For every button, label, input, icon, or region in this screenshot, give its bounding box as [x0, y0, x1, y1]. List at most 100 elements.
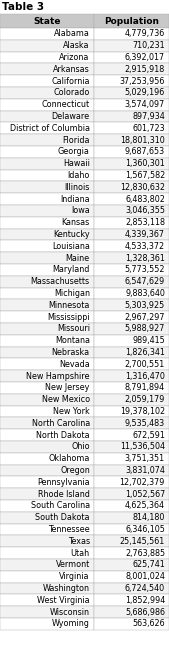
Bar	[94, 606, 169, 618]
Bar	[0, 512, 94, 524]
Bar	[0, 524, 94, 535]
Bar	[94, 335, 169, 347]
Bar	[94, 276, 169, 287]
Bar	[0, 134, 94, 146]
Bar	[0, 488, 94, 500]
Bar	[0, 146, 94, 158]
Text: New Jersey: New Jersey	[45, 384, 90, 392]
Bar	[94, 75, 169, 87]
Bar	[0, 40, 94, 51]
Bar	[0, 28, 94, 40]
Bar	[94, 229, 169, 241]
Bar	[94, 465, 169, 476]
Bar	[0, 311, 94, 323]
Bar	[94, 193, 169, 205]
Text: Arkansas: Arkansas	[53, 65, 90, 74]
Text: Delaware: Delaware	[52, 112, 90, 121]
Text: 814,180: 814,180	[133, 513, 165, 522]
Bar	[0, 229, 94, 241]
Text: 3,751,351: 3,751,351	[125, 454, 165, 463]
Text: Table 3: Table 3	[2, 2, 44, 12]
Text: 989,415: 989,415	[132, 336, 165, 345]
Bar	[94, 535, 169, 547]
Bar	[0, 606, 94, 618]
Text: 25,145,561: 25,145,561	[120, 537, 165, 546]
Text: West Virginia: West Virginia	[37, 596, 90, 605]
Text: 4,625,364: 4,625,364	[125, 501, 165, 511]
Bar	[0, 571, 94, 583]
Text: Colorado: Colorado	[53, 88, 90, 98]
Bar	[0, 417, 94, 429]
Bar	[94, 453, 169, 465]
Text: Oregon: Oregon	[60, 466, 90, 475]
Text: Michigan: Michigan	[54, 289, 90, 298]
Text: 5,303,925: 5,303,925	[125, 301, 165, 310]
Bar	[0, 441, 94, 453]
Text: District of Columbia: District of Columbia	[10, 124, 90, 133]
Bar	[0, 583, 94, 594]
Text: Pennsylvania: Pennsylvania	[37, 478, 90, 487]
Bar	[0, 358, 94, 370]
Text: Tennessee: Tennessee	[48, 525, 90, 534]
Text: Wisconsin: Wisconsin	[50, 608, 90, 617]
Bar	[0, 429, 94, 441]
Text: 2,967,297: 2,967,297	[125, 312, 165, 322]
Text: 2,915,918: 2,915,918	[125, 65, 165, 74]
Text: 6,346,105: 6,346,105	[125, 525, 165, 534]
Text: 897,934: 897,934	[132, 112, 165, 121]
Text: Wyoming: Wyoming	[52, 619, 90, 629]
Bar	[94, 559, 169, 571]
Text: 4,533,372: 4,533,372	[125, 242, 165, 251]
Text: Ohio: Ohio	[71, 442, 90, 451]
Text: Alaska: Alaska	[63, 42, 90, 50]
Text: 2,059,179: 2,059,179	[125, 395, 165, 404]
Bar	[94, 134, 169, 146]
Text: Virginia: Virginia	[59, 572, 90, 581]
Bar	[94, 476, 169, 488]
Bar	[94, 169, 169, 181]
Bar	[0, 123, 94, 134]
Text: State: State	[33, 16, 61, 26]
Bar	[94, 323, 169, 335]
Bar	[0, 169, 94, 181]
Text: 5,988,927: 5,988,927	[125, 324, 165, 333]
Bar	[94, 512, 169, 524]
Text: 1,567,582: 1,567,582	[125, 171, 165, 180]
Text: New York: New York	[53, 407, 90, 416]
Text: Texas: Texas	[68, 537, 90, 546]
Text: Missouri: Missouri	[57, 324, 90, 333]
Text: Rhode Island: Rhode Island	[38, 490, 90, 499]
Bar	[94, 51, 169, 63]
Text: 6,483,802: 6,483,802	[125, 194, 165, 204]
Text: 3,574,097: 3,574,097	[125, 100, 165, 109]
Bar	[0, 111, 94, 123]
Bar	[0, 500, 94, 512]
Text: Kentucky: Kentucky	[53, 230, 90, 239]
Bar	[94, 14, 169, 28]
Bar	[94, 28, 169, 40]
Text: 19,378,102: 19,378,102	[120, 407, 165, 416]
Bar	[0, 370, 94, 382]
Bar	[94, 571, 169, 583]
Bar	[94, 63, 169, 75]
Bar	[0, 99, 94, 111]
Bar	[0, 335, 94, 347]
Text: South Dakota: South Dakota	[35, 513, 90, 522]
Bar	[94, 241, 169, 252]
Bar	[0, 241, 94, 252]
Bar	[0, 465, 94, 476]
Bar	[0, 193, 94, 205]
Text: 11,536,504: 11,536,504	[120, 442, 165, 451]
Text: Connecticut: Connecticut	[42, 100, 90, 109]
Bar	[0, 453, 94, 465]
Bar	[94, 99, 169, 111]
Bar	[0, 347, 94, 358]
Bar	[0, 323, 94, 335]
Text: Louisiana: Louisiana	[52, 242, 90, 251]
Bar	[94, 583, 169, 594]
Text: 5,029,196: 5,029,196	[125, 88, 165, 98]
Text: Oklahoma: Oklahoma	[49, 454, 90, 463]
Text: 2,700,551: 2,700,551	[125, 360, 165, 369]
Bar	[0, 594, 94, 606]
Text: 1,360,301: 1,360,301	[125, 159, 165, 168]
